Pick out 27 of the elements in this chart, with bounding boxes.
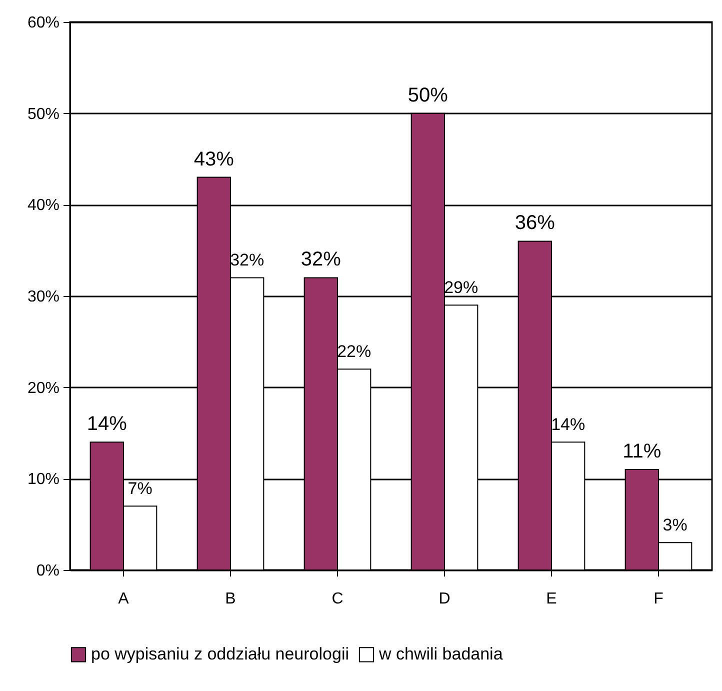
data-label: 36% [514, 212, 556, 234]
data-label: 14% [86, 413, 128, 436]
data-label: 14% [551, 415, 586, 434]
y-tick-label: 20% [27, 380, 60, 397]
legend-label: w chwili badania [378, 644, 504, 664]
data-label: 22% [337, 342, 372, 362]
y-tick-label: 50% [27, 106, 60, 123]
data-label: 50% [408, 84, 448, 106]
data-label: 43% [194, 148, 234, 170]
x-tick-label: D [438, 590, 450, 608]
y-tick-label: 0% [36, 562, 60, 580]
x-tick-label: B [225, 590, 236, 608]
legend-label: po wypisaniu z oddziału neurologii [91, 644, 349, 664]
x-tick-label: A [118, 590, 130, 608]
data-label: 29% [444, 278, 478, 298]
data-label: 3% [662, 516, 688, 535]
y-tick-label: 60% [27, 14, 60, 32]
data-label: 32% [230, 250, 264, 270]
y-tick-label: 10% [27, 471, 60, 488]
y-tick-label: 30% [27, 288, 60, 306]
data-label: 11% [622, 440, 662, 463]
x-tick-label: E [546, 590, 557, 608]
x-tick-label: C [332, 590, 344, 608]
x-tick-label: F [654, 590, 664, 608]
y-tick-label: 40% [27, 197, 60, 214]
data-label: 7% [128, 479, 152, 498]
data-label: 32% [300, 248, 342, 271]
